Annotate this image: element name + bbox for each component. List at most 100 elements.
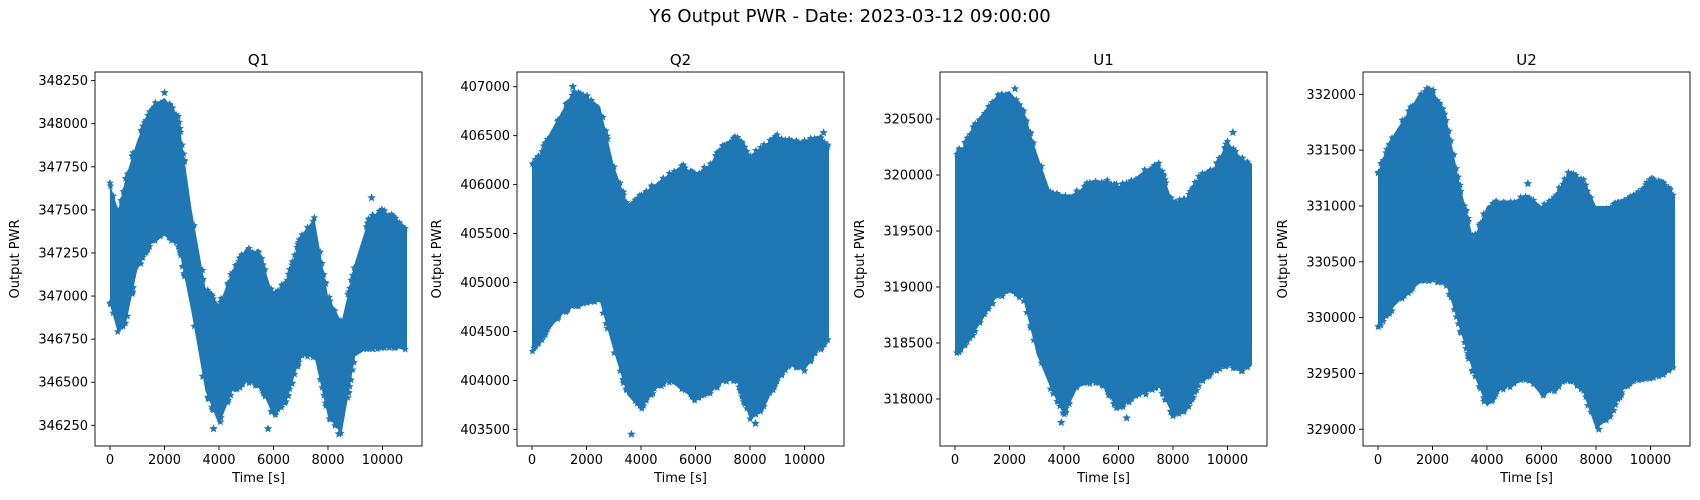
axes-frame — [516, 71, 845, 447]
data-point — [800, 366, 809, 374]
data-point — [1626, 379, 1635, 387]
data-point — [1161, 175, 1169, 183]
data-point — [1388, 133, 1396, 142]
data-point — [602, 126, 610, 135]
data-point — [1611, 400, 1619, 408]
data-point — [961, 339, 970, 347]
y-tick-label: 330500 — [1306, 255, 1356, 270]
data-point — [1237, 367, 1246, 375]
data-point — [1454, 319, 1463, 327]
data-point — [1501, 198, 1509, 206]
data-point — [320, 270, 328, 278]
data-point — [1516, 376, 1525, 384]
data-point — [781, 366, 790, 374]
data-point — [216, 418, 225, 426]
data-point — [1627, 195, 1636, 203]
data-point — [1632, 373, 1641, 381]
data-point — [773, 130, 781, 139]
data-point — [1385, 141, 1394, 149]
data-point — [375, 341, 384, 349]
data-point — [1107, 391, 1116, 399]
data-band — [110, 97, 407, 434]
data-point — [347, 375, 355, 384]
data-point — [1583, 187, 1592, 195]
data-point — [1665, 363, 1674, 372]
data-point — [375, 207, 384, 215]
data-point — [1103, 176, 1111, 184]
data-point — [1629, 377, 1638, 385]
data-point — [284, 270, 293, 278]
data-point — [237, 250, 246, 258]
data-point — [379, 341, 388, 349]
data-point — [1614, 395, 1622, 403]
data-point — [106, 300, 115, 308]
data-point — [245, 244, 253, 252]
data-point — [538, 147, 546, 155]
data-point — [1616, 198, 1624, 206]
data-point — [261, 265, 269, 273]
data-point — [530, 344, 538, 352]
data-point — [1057, 418, 1066, 427]
data-point — [1606, 204, 1614, 212]
data-point — [568, 82, 578, 91]
y-tick-label: 320000 — [883, 169, 933, 184]
data-point — [971, 327, 979, 335]
data-point — [603, 132, 611, 140]
data-series — [106, 88, 409, 438]
data-point — [1209, 166, 1217, 174]
data-point — [1492, 197, 1500, 205]
data-point — [1379, 317, 1388, 325]
data-point — [325, 414, 333, 422]
data-point — [610, 162, 618, 171]
data-point — [372, 211, 381, 220]
x-tick-label: 2000 — [148, 453, 181, 468]
data-point — [325, 293, 333, 301]
data-point — [176, 248, 184, 256]
data-point — [1056, 402, 1064, 410]
data-point — [572, 90, 580, 98]
data-point — [1594, 424, 1603, 433]
data-point — [1054, 192, 1063, 201]
data-point — [1602, 416, 1611, 424]
data-point — [1606, 409, 1615, 417]
data-point — [1374, 169, 1382, 177]
data-point — [697, 168, 706, 177]
data-point — [267, 285, 275, 293]
data-point — [1460, 201, 1469, 210]
data-point — [670, 167, 678, 175]
data-point — [1091, 379, 1100, 387]
y-axis-label: Output PWR — [8, 219, 23, 298]
data-point — [1464, 214, 1472, 222]
data-point — [227, 270, 235, 278]
data-point — [774, 373, 782, 381]
data-point — [1559, 180, 1567, 188]
data-point — [980, 109, 989, 117]
data-point — [288, 261, 296, 269]
data-point — [137, 126, 145, 134]
data-point — [283, 276, 292, 284]
data-point — [736, 386, 744, 394]
data-point — [129, 283, 137, 291]
data-point — [174, 112, 183, 120]
data-point — [1620, 382, 1628, 390]
x-tick-label: 6000 — [1525, 453, 1558, 468]
data-point — [793, 363, 802, 371]
y-tick-label: 346500 — [38, 376, 88, 391]
data-point — [1587, 193, 1595, 201]
data-point — [800, 136, 809, 144]
data-point — [1445, 127, 1453, 135]
data-point — [1480, 396, 1489, 405]
y-tick-label: 404000 — [460, 374, 510, 389]
data-point — [348, 366, 357, 374]
data-point — [224, 398, 232, 406]
data-point — [1516, 196, 1525, 204]
data-point — [715, 147, 723, 155]
data-point — [1464, 351, 1472, 360]
data-point — [1545, 197, 1553, 205]
data-point — [217, 413, 225, 421]
y-tick-label: 346250 — [38, 419, 88, 434]
data-point — [1029, 336, 1038, 344]
data-point — [1111, 180, 1119, 188]
data-point — [1406, 106, 1415, 114]
data-point — [1425, 275, 1434, 284]
